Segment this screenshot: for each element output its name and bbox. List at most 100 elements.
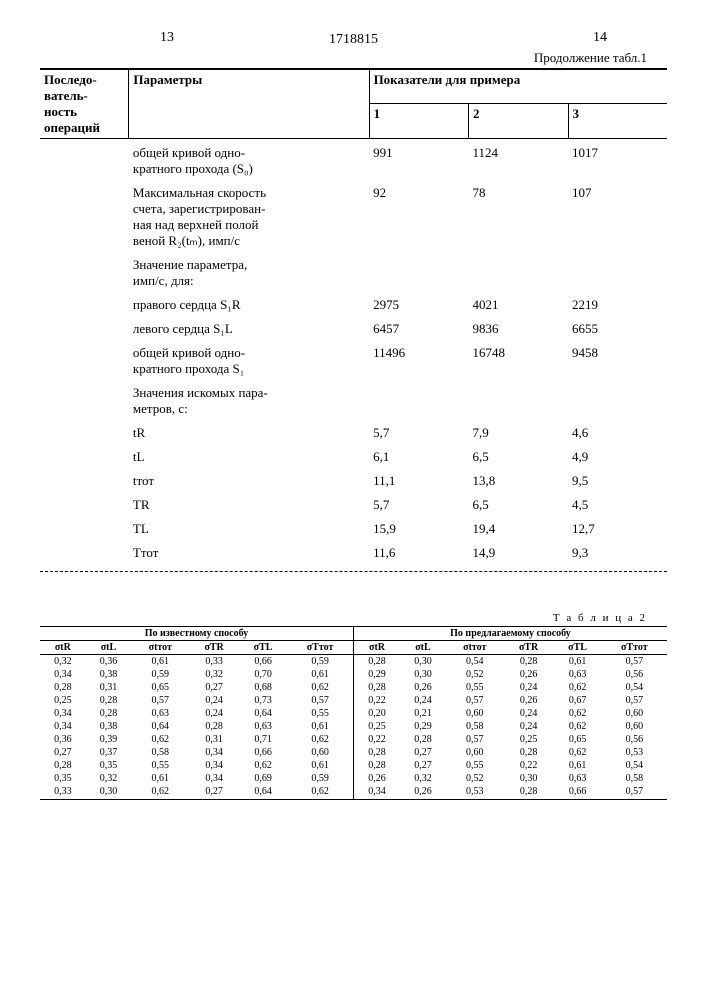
t2-cell: 0,53 — [446, 785, 504, 800]
t2-cell: 0,29 — [400, 720, 446, 733]
t2-cell: 0,22 — [504, 759, 554, 772]
t2-cell: 0,54 — [446, 655, 504, 669]
table-row: tL6,16,54,9 — [40, 443, 667, 467]
t2-cell: 0,24 — [504, 681, 554, 694]
t2-cell: 0,21 — [400, 707, 446, 720]
t2-cell: 0,62 — [287, 681, 353, 694]
table-row: 0,350,320,610,340,690,590,260,320,520,30… — [40, 772, 667, 785]
param-value — [469, 251, 568, 291]
table-row: Максимальная скорость счета, зарегистрир… — [40, 179, 667, 251]
t2-cell: 0,24 — [189, 694, 239, 707]
t2-cell: 0,62 — [287, 733, 353, 746]
t2-cell: 0,54 — [602, 681, 667, 694]
param-value: 9458 — [568, 339, 667, 379]
t2-cell: 0,73 — [239, 694, 287, 707]
param-label: tтот — [129, 467, 369, 491]
t2-cell: 0,34 — [40, 668, 86, 681]
param-value: 991 — [369, 139, 468, 180]
t2-col-header: σTL — [239, 641, 287, 655]
t2-cell: 0,28 — [86, 707, 132, 720]
param-value: 6,5 — [469, 443, 568, 467]
t2-cell: 0,26 — [504, 668, 554, 681]
t2-cell: 0,66 — [239, 655, 287, 669]
param-label: Tтот — [129, 539, 369, 563]
param-value: 4,5 — [568, 491, 667, 515]
t2-cell: 0,28 — [353, 759, 400, 772]
t2-cell: 0,28 — [86, 694, 132, 707]
t2-cell: 0,25 — [40, 694, 86, 707]
t2-cell: 0,28 — [40, 759, 86, 772]
t2-cell: 0,57 — [446, 694, 504, 707]
param-value — [369, 251, 468, 291]
t2-cell: 0,24 — [504, 707, 554, 720]
t2-cell: 0,55 — [131, 759, 189, 772]
t2-cell: 0,62 — [553, 746, 601, 759]
t2-cell: 0,28 — [353, 681, 400, 694]
t2-cell: 0,55 — [446, 681, 504, 694]
table-row: 0,340,380,640,280,630,610,250,290,580,24… — [40, 720, 667, 733]
t2-cell: 0,62 — [287, 785, 353, 800]
t2-cell: 0,30 — [400, 655, 446, 669]
t2-cell: 0,32 — [400, 772, 446, 785]
t2-cell: 0,53 — [602, 746, 667, 759]
t2-cell: 0,34 — [40, 707, 86, 720]
t2-cell: 0,62 — [131, 785, 189, 800]
table-row: TL15,919,412,7 — [40, 515, 667, 539]
t2-cell: 0,63 — [239, 720, 287, 733]
param-value: 14,9 — [469, 539, 568, 563]
t2-cell: 0,62 — [553, 720, 601, 733]
t2-cell: 0,36 — [40, 733, 86, 746]
t2-cell: 0,22 — [353, 694, 400, 707]
t2-cell: 0,28 — [504, 655, 554, 669]
param-value: 1124 — [469, 139, 568, 180]
continuation-label: Продолжение табл.1 — [40, 50, 667, 70]
t2-cell: 0,62 — [553, 681, 601, 694]
t2-cell: 0,26 — [504, 694, 554, 707]
t2-cell: 0,34 — [353, 785, 400, 800]
t2-cell: 0,39 — [86, 733, 132, 746]
t2-cell: 0,58 — [602, 772, 667, 785]
t1-col1-header: Параметры — [129, 70, 369, 139]
t2-cell: 0,60 — [446, 707, 504, 720]
t2-cell: 0,64 — [131, 720, 189, 733]
t2-cell: 0,63 — [553, 668, 601, 681]
table-row: Tтот11,614,99,3 — [40, 539, 667, 563]
t2-cell: 0,54 — [602, 759, 667, 772]
table-row: левого сердца S₁L645798366655 — [40, 315, 667, 339]
t2-cell: 0,52 — [446, 772, 504, 785]
t2-cell: 0,30 — [86, 785, 132, 800]
param-value: 7,9 — [469, 419, 568, 443]
t2-cell: 0,24 — [504, 720, 554, 733]
param-label: Значение параметра, имп/с, для: — [129, 251, 369, 291]
param-label: Значения искомых пара- метров, с: — [129, 379, 369, 419]
t1-ex2: 2 — [469, 104, 568, 139]
param-value: 6,5 — [469, 491, 568, 515]
t1-col0-header: Последо- ватель- ность операций — [40, 70, 129, 139]
t2-cell: 0,38 — [86, 668, 132, 681]
param-value: 13,8 — [469, 467, 568, 491]
t2-cell: 0,62 — [239, 759, 287, 772]
t2-cell: 0,69 — [239, 772, 287, 785]
t2-cell: 0,68 — [239, 681, 287, 694]
t2-cell: 0,35 — [40, 772, 86, 785]
param-value: 6655 — [568, 315, 667, 339]
t2-col-header: σtR — [353, 641, 400, 655]
t2-cell: 0,26 — [400, 785, 446, 800]
t2-group2: По предлагаемому способу — [353, 627, 667, 641]
table-row: TR5,76,54,5 — [40, 491, 667, 515]
t2-cell: 0,62 — [131, 733, 189, 746]
table-row: правого сердца S₁R297540212219 — [40, 291, 667, 315]
t2-cell: 0,64 — [239, 785, 287, 800]
param-value — [568, 379, 667, 419]
t2-cell: 0,34 — [189, 772, 239, 785]
page-right: 14 — [593, 30, 607, 46]
t2-cell: 0,62 — [553, 707, 601, 720]
t2-col-header: σtL — [400, 641, 446, 655]
t2-group1: По известному способу — [40, 627, 353, 641]
t2-cell: 0,70 — [239, 668, 287, 681]
t2-cell: 0,59 — [287, 655, 353, 669]
t2-cell: 0,59 — [131, 668, 189, 681]
table-row: 0,280,350,550,340,620,610,280,270,550,22… — [40, 759, 667, 772]
t2-cell: 0,27 — [400, 759, 446, 772]
t2-cell: 0,61 — [287, 668, 353, 681]
